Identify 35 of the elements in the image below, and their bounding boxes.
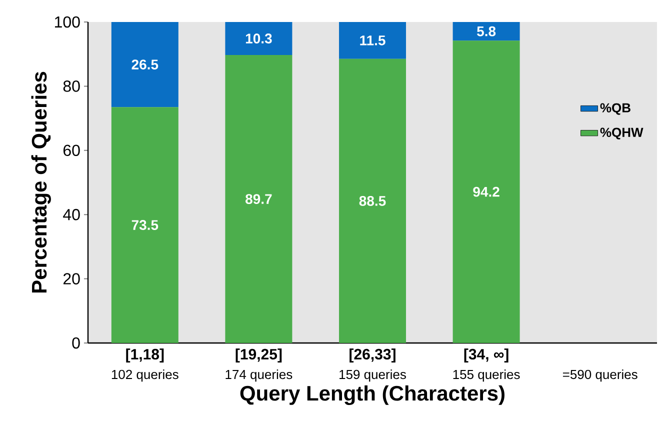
y-tick-label: 60 xyxy=(63,144,80,156)
data-label: 89.7 xyxy=(246,194,272,204)
text: 159 queries xyxy=(340,370,406,382)
data-label: 88.5 xyxy=(359,196,386,206)
y-tick-label: 40 xyxy=(63,208,80,220)
bar xyxy=(339,22,406,59)
data-label: 94.2 xyxy=(473,186,500,197)
bar xyxy=(225,55,292,343)
bar xyxy=(111,107,178,343)
bar xyxy=(452,22,520,41)
y-tick-label: 100 xyxy=(55,16,80,28)
y-tick-label: 0 xyxy=(72,337,80,349)
data-label: 5.8 xyxy=(477,26,496,36)
bar xyxy=(111,22,178,108)
text: 174 queries xyxy=(226,370,292,382)
x-tick-label: [34, ∞] xyxy=(464,348,508,362)
data-label: 10.3 xyxy=(246,34,272,44)
legend-label: %QHW xyxy=(600,128,644,140)
x-tick-label: [19,25] xyxy=(236,348,282,362)
bar xyxy=(452,40,520,343)
data-label: 73.5 xyxy=(132,220,158,230)
x-tick-label: [26,33] xyxy=(350,348,396,362)
x-tick-label: [1,18] xyxy=(126,348,164,362)
legend-label: %QB xyxy=(600,103,630,115)
text: 102 queries xyxy=(112,370,178,382)
y-tick-label: 20 xyxy=(63,273,80,284)
data-label: 11.5 xyxy=(360,36,386,46)
text: 155 queries xyxy=(453,370,520,382)
x-axis-title: Query Length (Characters) xyxy=(240,385,504,406)
bar xyxy=(225,22,292,56)
bar xyxy=(339,58,406,343)
text: =590 queries xyxy=(562,370,638,382)
data-label: 26.5 xyxy=(132,60,158,70)
y-axis-title: Percentage of Queries xyxy=(31,72,51,293)
y-tick-label: 80 xyxy=(63,80,80,92)
